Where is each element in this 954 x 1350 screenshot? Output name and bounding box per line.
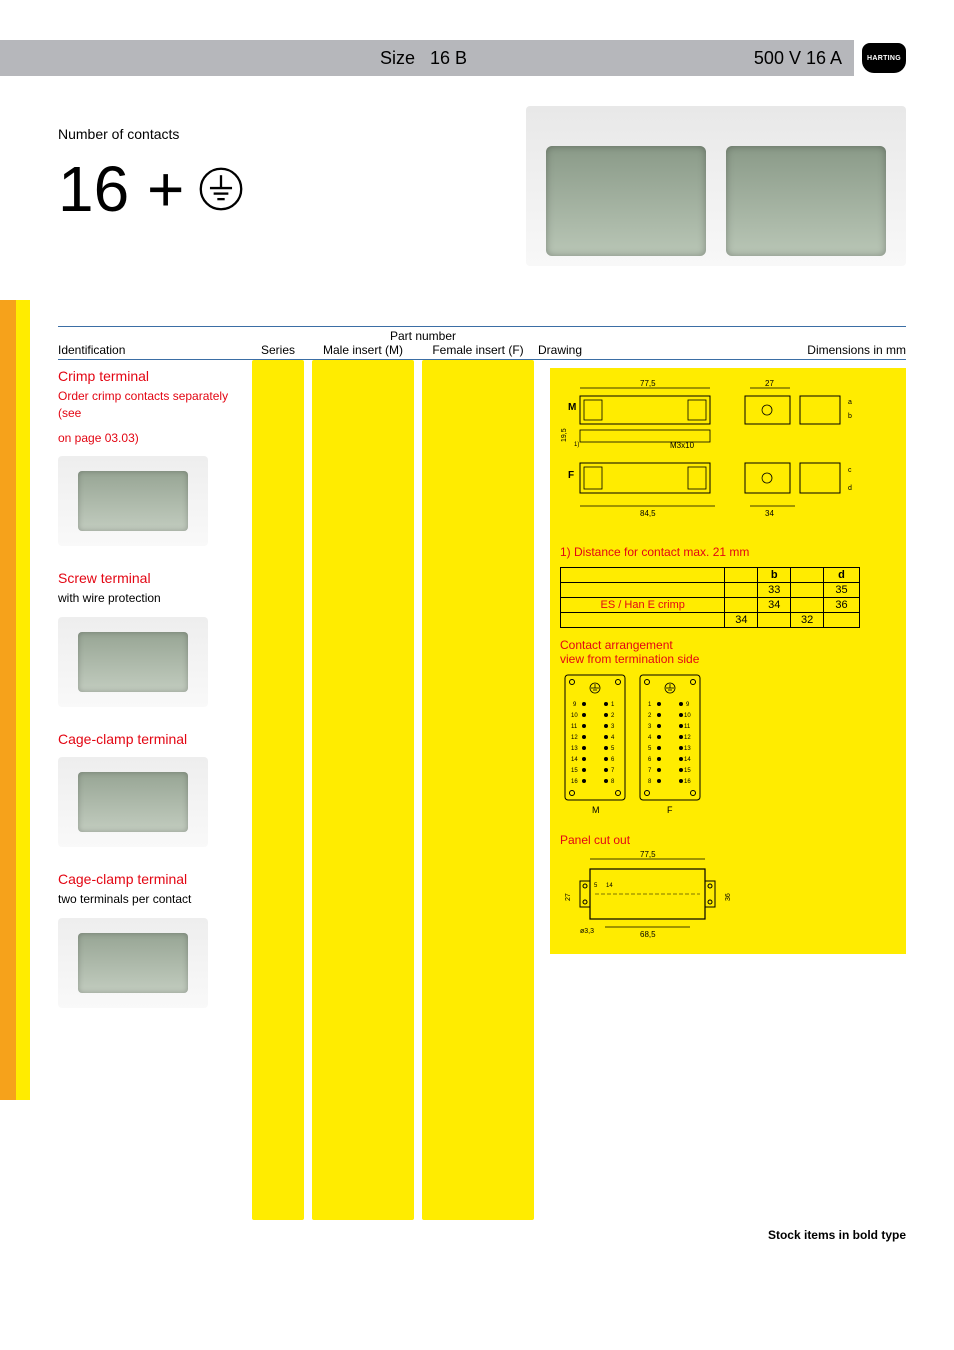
col-male: Male insert (M): [308, 343, 418, 357]
male-column: [312, 360, 414, 1220]
svg-text:b: b: [848, 413, 852, 420]
svg-text:2: 2: [611, 713, 615, 719]
hero: Number of contacts 16 +: [0, 76, 954, 286]
svg-text:5: 5: [611, 746, 615, 752]
dimensions-table: b d 33 35 ES / Han E crimp 34: [560, 567, 860, 628]
svg-text:8: 8: [648, 779, 652, 785]
svg-text:19,5: 19,5: [561, 428, 568, 442]
svg-text:15: 15: [571, 768, 578, 774]
thumb-cage2: [58, 918, 208, 1008]
thumb-crimp: [58, 456, 208, 546]
svg-text:6: 6: [648, 757, 652, 763]
svg-text:1: 1: [648, 702, 652, 708]
contact-arrangement-diagram: 91 102 113 124 135 146 157 168 M: [560, 670, 710, 820]
brand-logo: HARTING: [862, 43, 906, 73]
hero-photo: [526, 106, 906, 266]
svg-text:7: 7: [648, 768, 652, 774]
svg-text:F: F: [667, 805, 673, 815]
svg-text:16: 16: [571, 779, 578, 785]
svg-text:12: 12: [684, 735, 691, 741]
arrangement-sub: view from termination side: [560, 652, 896, 666]
photo-female-insert: [726, 146, 886, 256]
svg-text:9: 9: [573, 702, 577, 708]
col-female: Female insert (F): [418, 343, 538, 357]
svg-text:11: 11: [684, 724, 691, 730]
ident-crimp: Crimp terminal Order crimp contacts sepa…: [58, 368, 242, 546]
size-value: 16 B: [430, 48, 467, 69]
contacts-label: Number of contacts: [58, 126, 486, 142]
contact-distance-note: 1) Distance for contact max. 21 mm: [560, 545, 896, 559]
svg-text:a: a: [848, 399, 852, 406]
svg-text:13: 13: [684, 746, 691, 752]
svg-text:14: 14: [571, 757, 578, 763]
svg-text:14: 14: [684, 757, 691, 763]
rating: 500 V 16 A: [754, 48, 842, 69]
size-label: Size: [380, 48, 415, 69]
female-column: [422, 360, 534, 1220]
svg-text:14: 14: [606, 883, 613, 889]
svg-text:6: 6: [611, 757, 615, 763]
col-dims: Dimensions in mm: [807, 343, 906, 357]
svg-text:27: 27: [765, 379, 774, 388]
svg-text:4: 4: [611, 735, 615, 741]
thumb-screw: [58, 617, 208, 707]
ident-cage2: Cage-clamp terminal two terminals per co…: [58, 871, 242, 1008]
photo-male-insert: [546, 146, 706, 256]
svg-text:2: 2: [648, 713, 652, 719]
svg-text:9: 9: [686, 702, 690, 708]
svg-text:8: 8: [611, 779, 615, 785]
header-strip: Size 16 B 500 V 16 A: [0, 40, 854, 76]
col-series: Series: [248, 343, 308, 357]
svg-text:M: M: [568, 402, 576, 413]
stock-note: Stock items in bold type: [0, 1228, 906, 1242]
svg-text:36: 36: [725, 893, 732, 901]
ground-icon: [198, 166, 244, 212]
ident-cage1: Cage-clamp terminal: [58, 731, 242, 847]
svg-text:34: 34: [765, 509, 774, 518]
panel-cutout-diagram: 77,5 27 36 ø3,3 68,5 5 14: [560, 851, 740, 941]
svg-text:3: 3: [611, 724, 615, 730]
svg-text:1): 1): [574, 442, 579, 448]
top-bar: Size 16 B 500 V 16 A HARTING: [0, 40, 954, 76]
svg-text:1: 1: [611, 702, 615, 708]
svg-text:13: 13: [571, 746, 578, 752]
svg-text:5: 5: [648, 746, 652, 752]
arrangement-label: Contact arrangement: [560, 638, 896, 652]
svg-text:12: 12: [571, 735, 578, 741]
svg-text:11: 11: [571, 724, 578, 730]
svg-text:10: 10: [684, 713, 691, 719]
svg-text:4: 4: [648, 735, 652, 741]
main-content: Part number Identification Series Male i…: [58, 326, 906, 1220]
panel-cutout-label: Panel cut out: [560, 833, 896, 847]
svg-text:27: 27: [565, 893, 572, 901]
ident-screw: Screw terminal with wire protection: [58, 570, 242, 707]
svg-text:ø3,3: ø3,3: [580, 928, 594, 935]
drawing-column: 77,5 27 M 19,5 M3x10: [538, 360, 906, 1220]
svg-text:10: 10: [571, 713, 578, 719]
brand-text: HARTING: [867, 55, 901, 62]
series-column: [252, 360, 304, 1220]
identification-column: Crimp terminal Order crimp contacts sepa…: [58, 360, 248, 1220]
col-identification: Identification: [58, 343, 248, 357]
insert-dimension-drawing: 77,5 27 M 19,5 M3x10: [560, 378, 860, 538]
col-partnumber-caption: Part number: [308, 329, 538, 343]
svg-text:68,5: 68,5: [640, 930, 656, 939]
svg-text:5: 5: [594, 883, 598, 889]
svg-text:7: 7: [611, 768, 615, 774]
svg-text:16: 16: [684, 779, 691, 785]
svg-text:77,5: 77,5: [640, 851, 656, 859]
svg-text:F: F: [568, 470, 574, 481]
svg-text:3: 3: [648, 724, 652, 730]
svg-text:84,5: 84,5: [640, 509, 656, 518]
col-drawing: Drawing: [538, 343, 582, 357]
svg-text:c: c: [848, 467, 852, 474]
svg-text:M: M: [592, 805, 600, 815]
side-orange-bar: [0, 300, 16, 1100]
contacts-value: 16 +: [58, 152, 486, 226]
side-yellow-bar: [16, 300, 30, 1100]
svg-text:15: 15: [684, 768, 691, 774]
svg-text:77,5: 77,5: [640, 379, 656, 388]
svg-text:d: d: [848, 485, 852, 492]
thumb-cage1: [58, 757, 208, 847]
